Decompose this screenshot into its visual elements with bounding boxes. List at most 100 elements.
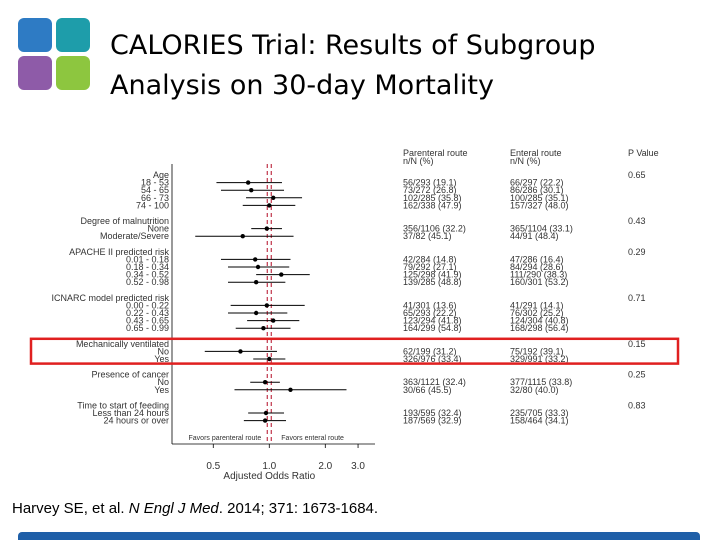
group-label-presence-of-cancer: Presence of cancer	[91, 370, 169, 380]
enteral-value: 41/291 (14.1)	[510, 300, 564, 310]
parenteral-value: 79/292 (27.1)	[403, 262, 457, 272]
parenteral-value: 37/82 (45.1)	[403, 231, 452, 241]
row-label: 54 - 65	[141, 185, 169, 195]
row-label: No	[157, 346, 169, 356]
point-estimate	[262, 418, 268, 423]
group-label-mechanically-ventilated: Mechanically ventilated	[76, 339, 169, 349]
enteral-value: 86/286 (30.1)	[510, 185, 564, 195]
row-label: Moderate/Severe	[100, 231, 169, 241]
logo-square-blue	[18, 18, 52, 52]
parenteral-value: 42/284 (14.8)	[403, 254, 457, 264]
row-label: Yes	[154, 385, 169, 395]
point-estimate	[288, 387, 293, 392]
parenteral-value: 187/569 (32.9)	[403, 416, 462, 426]
title-line-2: Analysis on 30-day Mortality	[110, 70, 494, 101]
footer-bar	[18, 532, 700, 540]
enteral-value: 160/301 (53.2)	[510, 277, 569, 287]
point-estimate	[267, 203, 272, 208]
header-parenteral-route: Parenteral route	[403, 148, 468, 158]
header-p-value: P Value	[628, 148, 659, 158]
point-estimate	[261, 326, 266, 331]
parenteral-value: 56/293 (19.1)	[403, 178, 457, 188]
x-tick-label: 2.0	[318, 461, 332, 472]
row-label: 24 hours or over	[103, 416, 169, 426]
logo-square-purple	[18, 56, 52, 90]
p-value-degree-of-malnutrition: 0.43	[628, 216, 646, 226]
enteral-value: 157/327 (48.0)	[510, 200, 569, 210]
row-label: 0.22 - 0.43	[126, 308, 169, 318]
p-value-time-to-start-of-feeding: 0.83	[628, 400, 646, 410]
enteral-value: 377/1115 (33.8)	[510, 377, 572, 387]
header-enteral-route: Enteral route	[510, 148, 562, 158]
enteral-value: 47/286 (16.4)	[510, 254, 564, 264]
parenteral-value: 65/293 (22.2)	[403, 308, 457, 318]
row-label: 18 - 53	[141, 178, 169, 188]
logo-square-teal	[56, 18, 90, 52]
row-label: 0.52 - 0.98	[126, 277, 169, 287]
row-label: 0.43 - 0.65	[126, 316, 169, 326]
row-label: None	[147, 224, 169, 234]
enteral-value: 84/294 (28.6)	[510, 262, 564, 272]
group-label-degree-of-malnutrition: Degree of malnutrition	[80, 216, 169, 226]
point-estimate	[249, 188, 254, 193]
parenteral-value: 139/285 (48.8)	[403, 277, 462, 287]
p-value-icnarc-model-predicted-risk: 0.71	[628, 293, 646, 303]
point-estimate	[267, 356, 272, 362]
parenteral-value: 326/976 (33.4)	[403, 354, 462, 364]
point-estimate	[263, 410, 269, 416]
p-value-apache-ii-predicted-risk: 0.29	[628, 247, 646, 257]
parenteral-value: 162/338 (47.9)	[403, 200, 462, 210]
row-label: 0.01 - 0.18	[126, 254, 169, 264]
parenteral-value: 125/298 (41.9)	[403, 270, 462, 280]
row-label: 0.18 - 0.34	[126, 262, 169, 272]
p-value-presence-of-cancer: 0.25	[628, 370, 646, 380]
x-tick-label: 3.0	[351, 461, 365, 472]
point-estimate	[279, 272, 284, 277]
enteral-value: 66/297 (22.2)	[510, 178, 564, 188]
point-estimate	[264, 303, 270, 308]
row-label: Less than 24 hours	[92, 408, 169, 418]
citation-details: . 2014; 371: 1673-1684.	[218, 500, 379, 517]
enteral-value: 100/285 (35.1)	[510, 193, 569, 203]
group-label-apache-ii-predicted-risk: APACHE II predicted risk	[69, 247, 169, 257]
enteral-value: 235/705 (33.3)	[510, 408, 569, 418]
p-value-age: 0.65	[628, 170, 646, 180]
parenteral-value: 30/66 (45.5)	[403, 385, 452, 395]
row-label: 0.65 - 0.99	[126, 323, 169, 333]
logo	[18, 18, 94, 94]
row-label: 0.34 - 0.52	[126, 270, 169, 280]
favors-parenteral-label: Favors parenteral route	[189, 435, 262, 442]
enteral-value: 44/91 (48.4)	[510, 231, 559, 241]
x-axis-label: Adjusted Odds Ratio	[223, 471, 315, 482]
row-label: 66 - 73	[141, 193, 169, 203]
enteral-value: 111/290 (38.3)	[510, 270, 567, 280]
enteral-value: 75/192 (39.1)	[510, 346, 564, 356]
group-label-time-to-start-of-feeding: Time to start of feeding	[77, 400, 169, 410]
parenteral-value: 102/285 (35.8)	[403, 193, 462, 203]
group-label-age: Age	[153, 170, 169, 180]
parenteral-value: 363/1121 (32.4)	[403, 377, 466, 387]
point-estimate	[240, 234, 245, 239]
enteral-value: 76/302 (25.2)	[510, 308, 564, 318]
point-estimate	[271, 195, 276, 200]
point-estimate	[238, 349, 243, 354]
row-label: No	[157, 377, 169, 387]
row-label: 0.00 - 0.22	[126, 300, 169, 310]
p-value-mechanically-ventilated: 0.15	[628, 339, 646, 349]
point-estimate	[271, 318, 276, 323]
header-enteral-nN: n/N (%)	[510, 156, 541, 166]
citation-journal: N Engl J Med	[128, 500, 219, 517]
enteral-value: 158/464 (34.1)	[510, 416, 569, 426]
parenteral-value: 62/199 (31.2)	[403, 346, 457, 356]
x-tick-label: 1.0	[262, 461, 276, 472]
citation: Harvey SE, et al. N Engl J Med. 2014; 37…	[12, 500, 378, 517]
title-line-1: CALORIES Trial: Results of Subgroup	[110, 30, 596, 61]
highlight-box	[29, 337, 680, 365]
enteral-value: 32/80 (40.0)	[510, 385, 559, 395]
point-estimate	[264, 226, 270, 231]
enteral-value: 329/991 (33.2)	[510, 354, 569, 364]
parenteral-value: 73/272 (26.8)	[403, 185, 457, 195]
parenteral-value: 41/301 (13.6)	[403, 300, 457, 310]
enteral-value: 124/304 (40.8)	[510, 316, 569, 326]
